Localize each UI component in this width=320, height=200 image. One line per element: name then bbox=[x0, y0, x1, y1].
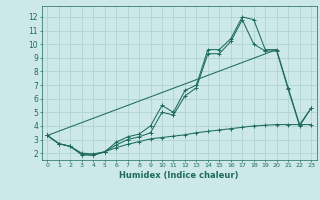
X-axis label: Humidex (Indice chaleur): Humidex (Indice chaleur) bbox=[119, 171, 239, 180]
